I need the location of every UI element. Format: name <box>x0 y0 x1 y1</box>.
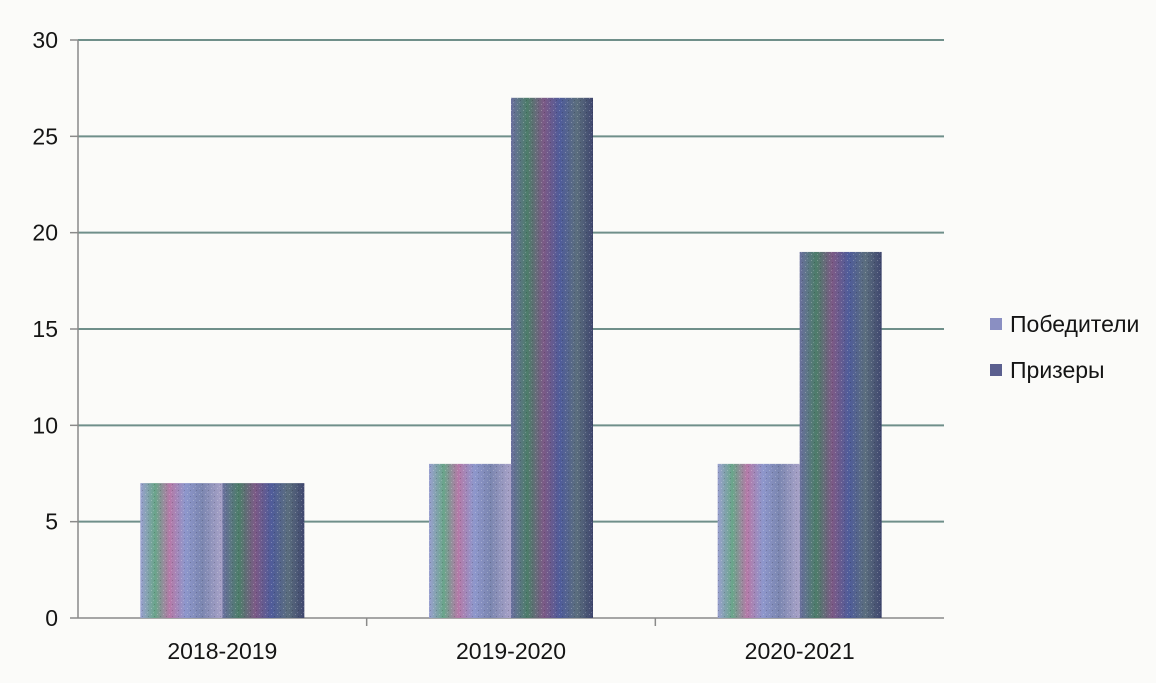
bar-texture-0-2 <box>717 463 800 618</box>
legend-label-prizery: Призеры <box>1010 357 1105 383</box>
y-tick-label-10: 10 <box>32 412 58 438</box>
bar-texture-1-2 <box>799 251 882 618</box>
y-tick-label-15: 15 <box>32 316 58 342</box>
bar-texture-1-0 <box>222 483 305 618</box>
x-category-label-2020-2021: 2020-2021 <box>745 638 855 664</box>
bar-texture-0-1 <box>429 463 511 618</box>
bar-texture-1-1 <box>511 97 593 619</box>
y-tick-label-25: 25 <box>32 123 58 149</box>
y-tick-label-5: 5 <box>45 509 58 535</box>
x-category-label-2019-2020: 2019-2020 <box>456 638 566 664</box>
y-tick-label-30: 30 <box>32 27 58 53</box>
legend: Победители Призеры <box>990 311 1139 383</box>
x-category-label-2018-2019: 2018-2019 <box>167 638 277 664</box>
axis-labels: 0 5 10 15 20 25 30 2018-2019 2019-2020 2020-2021 <box>32 27 854 664</box>
y-tick-label-20: 20 <box>32 220 58 246</box>
legend-swatch-prizery <box>990 364 1002 376</box>
bar-texture-0-0 <box>140 483 223 618</box>
legend-swatch-pobediteli <box>990 318 1002 330</box>
y-tick-label-0: 0 <box>45 605 58 631</box>
legend-label-pobediteli: Победители <box>1010 311 1139 337</box>
bars <box>140 97 882 619</box>
